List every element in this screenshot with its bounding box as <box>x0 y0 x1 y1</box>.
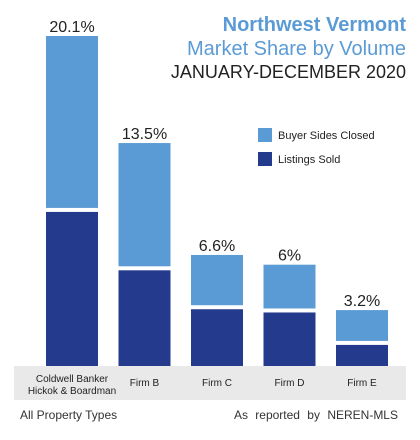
bar-buyer-sides-closed <box>118 143 171 267</box>
category-tick-label: Firm B <box>130 378 160 389</box>
legend-swatch <box>258 128 272 142</box>
bar-total-label: 6% <box>278 248 301 265</box>
footer-property-types: All Property Types <box>20 408 118 422</box>
bar-buyer-sides-closed <box>336 310 388 341</box>
chart-title-line2: Market Share by Volume <box>187 38 406 60</box>
bar-total-label: 6.6% <box>199 238 235 255</box>
category-tick-label: Firm E <box>347 378 377 389</box>
bar-listings-sold <box>263 312 316 366</box>
bar-listings-sold <box>191 309 243 366</box>
chart-title-line1: Northwest Vermont <box>222 14 406 36</box>
chart-subtitle: JANUARY-DECEMBER 2020 <box>170 62 406 82</box>
category-axis-band <box>14 366 406 400</box>
bar-total-label: 13.5% <box>122 126 167 143</box>
legend-label: Buyer Sides Closed <box>278 130 375 142</box>
bar-listings-sold <box>118 270 171 366</box>
legend-label: Listings Sold <box>278 154 340 166</box>
bar-total-label: 20.1% <box>49 19 94 36</box>
bar-buyer-sides-closed <box>263 264 316 309</box>
category-tick-label: Hickok & Boardman <box>28 386 116 397</box>
bar-listings-sold <box>46 211 98 366</box>
bar-listings-sold <box>336 344 388 366</box>
category-tick-label: Coldwell Banker <box>36 374 109 385</box>
legend-swatch <box>258 152 272 166</box>
bar-buyer-sides-closed <box>191 254 243 306</box>
footer-source: As reported by NEREN-MLS <box>233 408 398 422</box>
category-tick-label: Firm C <box>202 378 232 389</box>
bar-total-label: 3.2% <box>344 293 380 310</box>
bar-buyer-sides-closed <box>46 36 98 208</box>
category-tick-label: Firm D <box>275 378 305 389</box>
